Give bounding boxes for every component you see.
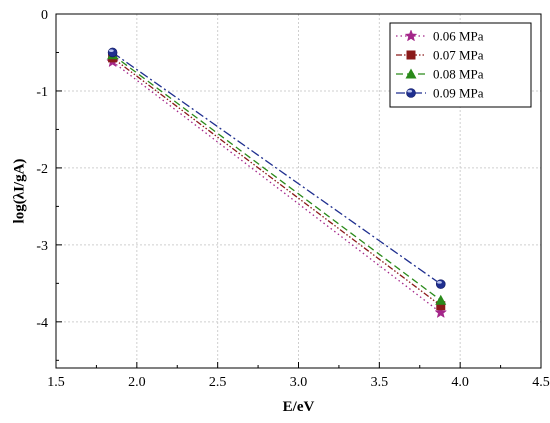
legend-marker-1 — [404, 29, 418, 42]
legend-label-1: 0.06 MPa — [433, 29, 484, 44]
y-tick-label: -1 — [36, 85, 48, 100]
y-tick-label: 0 — [41, 8, 48, 23]
data-point-s4-p1-highlight — [108, 49, 114, 52]
x-tick-label: 3.5 — [371, 375, 389, 390]
y-tick-label: -2 — [36, 162, 48, 177]
data-point-s1-p2 — [434, 305, 448, 319]
x-tick-label: 4.0 — [451, 375, 469, 390]
x-tick-label: 3.0 — [290, 375, 308, 390]
series-line-4 — [112, 51, 442, 285]
y-tick-label: -3 — [36, 239, 48, 254]
data-point-s4-p1 — [107, 47, 118, 58]
data-point-s2-p2 — [436, 301, 446, 311]
axis-ticks: 1.5 2.0 2.5 3.0 3.5 4.0 4.5 0 -1 -2 -3 -4 — [36, 8, 549, 390]
data-point-s3-p2 — [435, 294, 447, 305]
x-tick-label: 4.5 — [532, 375, 550, 390]
series-line-3 — [112, 54, 442, 301]
legend-label-3: 0.08 MPa — [433, 67, 484, 82]
legend-marker-2 — [406, 50, 416, 60]
legend-label-4: 0.09 MPa — [433, 86, 484, 101]
x-tick-label: 1.5 — [47, 375, 65, 390]
series-line-2 — [112, 57, 442, 307]
legend-marker-4 — [406, 88, 416, 98]
legend-label-2: 0.07 MPa — [433, 48, 484, 63]
legend-marker-4-highlight — [407, 89, 413, 93]
data-point-s4-p2-highlight — [437, 281, 442, 284]
x-tick-label: 2.5 — [209, 375, 227, 390]
y-axis-label: log(λI/gA) — [11, 159, 27, 224]
x-tick-label: 2.0 — [128, 375, 146, 390]
data-point-s4-p2 — [435, 279, 446, 289]
y-tick-label: -4 — [36, 316, 48, 331]
legend-marker-3 — [405, 68, 417, 79]
series-line-1 — [112, 61, 442, 314]
x-axis-label: E/eV — [283, 399, 315, 415]
legend: 0.06 MPa 0.07 MPa 0.08 MPa 0.09 MPa — [389, 22, 532, 108]
series-layer — [106, 47, 448, 319]
